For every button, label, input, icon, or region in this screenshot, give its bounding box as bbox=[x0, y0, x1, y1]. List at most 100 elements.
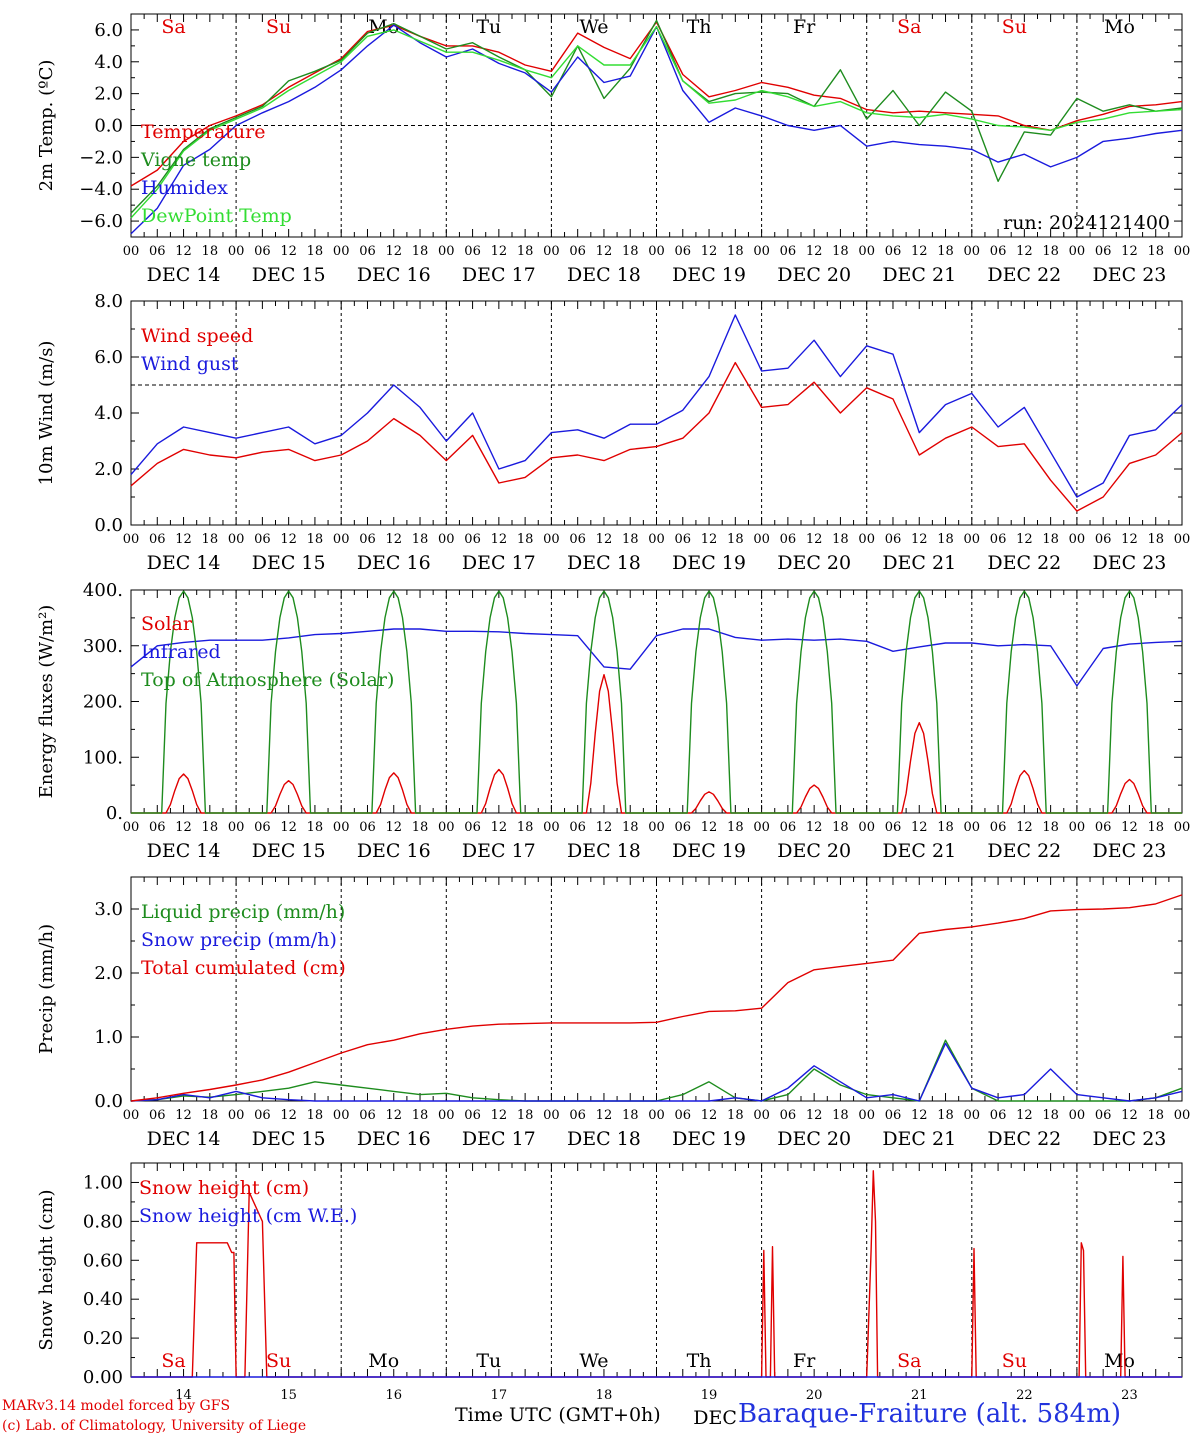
date-label: DEC 16 bbox=[357, 264, 431, 286]
hour-tick-label: 00 bbox=[333, 532, 350, 547]
hour-tick-label: 06 bbox=[990, 820, 1007, 835]
hour-tick-label: 06 bbox=[569, 1108, 586, 1123]
date-label: DEC 18 bbox=[567, 552, 641, 574]
hour-tick-label: 18 bbox=[1147, 1108, 1164, 1123]
day-number-label: 20 bbox=[806, 1388, 823, 1403]
hour-tick-label: 18 bbox=[1147, 532, 1164, 547]
date-label: DEC 15 bbox=[252, 840, 326, 862]
y-tick-label: 0.0 bbox=[94, 515, 123, 536]
hour-tick-label: 00 bbox=[858, 1108, 875, 1123]
hour-tick-label: 00 bbox=[228, 820, 245, 835]
date-label: DEC 21 bbox=[882, 264, 956, 286]
temp-panel: −6.0 −4.0 −2.0 0.0 2.0 4.0 6.0 2m Temp. (ºC) 00 0… bbox=[36, 13, 1190, 286]
hour-tick-label: 00 bbox=[964, 244, 981, 259]
hour-tick-label: 06 bbox=[359, 244, 376, 259]
date-label: DEC 22 bbox=[987, 552, 1061, 574]
hour-tick-label: 12 bbox=[491, 820, 508, 835]
hour-tick-label: 12 bbox=[596, 244, 613, 259]
hour-tick-label: 00 bbox=[648, 820, 665, 835]
hour-tick-label: 18 bbox=[832, 244, 849, 259]
legend-entry: Total cumulated (cm) bbox=[141, 957, 346, 979]
legend-entry: Liquid precip (mm/h) bbox=[141, 901, 345, 923]
hour-tick-label: 12 bbox=[175, 532, 192, 547]
hour-tick-label: 06 bbox=[990, 244, 1007, 259]
hour-tick-label: 06 bbox=[780, 1108, 797, 1123]
hour-tick-label: 06 bbox=[885, 532, 902, 547]
day-number-label: 22 bbox=[1016, 1388, 1033, 1403]
weekday-label: Sa bbox=[897, 1350, 921, 1372]
hour-tick-label: 18 bbox=[1042, 820, 1059, 835]
hour-tick-label: 12 bbox=[385, 244, 402, 259]
y-tick-label: −6.0 bbox=[79, 211, 123, 232]
y-tick-label: 0.40 bbox=[83, 1289, 123, 1310]
date-label: DEC 17 bbox=[462, 840, 536, 862]
legend-entry: Snow height (cm) bbox=[139, 1177, 309, 1199]
hour-tick-label: 18 bbox=[202, 244, 219, 259]
hour-tick-label: 06 bbox=[359, 532, 376, 547]
weekday-label: Sa bbox=[161, 1350, 185, 1372]
hour-tick-label: 00 bbox=[858, 244, 875, 259]
y-tick-label: 0.00 bbox=[83, 1367, 123, 1388]
legend-entry: Temperature bbox=[141, 121, 265, 143]
day-number-label: 14 bbox=[175, 1388, 192, 1403]
hour-tick-label: 18 bbox=[517, 532, 534, 547]
series-line-total-cumulated-cm bbox=[130, 894, 1183, 1102]
flux-y-label: Energy fluxes (W/m²) bbox=[36, 605, 57, 799]
hour-tick-label: 00 bbox=[228, 532, 245, 547]
y-tick-label: 4.0 bbox=[94, 403, 123, 424]
hour-tick-label: 12 bbox=[280, 820, 297, 835]
hour-tick-label: 18 bbox=[307, 532, 324, 547]
date-label: DEC 19 bbox=[672, 552, 746, 574]
date-label: DEC 23 bbox=[1093, 840, 1167, 862]
hour-tick-label: 06 bbox=[780, 532, 797, 547]
flux-panel: 0. 100. 200. 300. 400. Energy fluxes (W/m²) 00… bbox=[36, 580, 1190, 862]
hour-tick-label: 12 bbox=[1016, 244, 1033, 259]
hour-tick-label: 18 bbox=[937, 532, 954, 547]
date-label: DEC 17 bbox=[462, 1128, 536, 1150]
hour-tick-label: 00 bbox=[333, 1108, 350, 1123]
flux-frame bbox=[130, 589, 1183, 814]
y-tick-label: 8.0 bbox=[94, 291, 123, 312]
y-tick-label: 1.00 bbox=[83, 1172, 123, 1193]
hour-tick-label: 12 bbox=[175, 820, 192, 835]
hour-tick-label: 12 bbox=[911, 1108, 928, 1123]
weekday-label: We bbox=[579, 16, 608, 38]
date-label: DEC 18 bbox=[567, 264, 641, 286]
weekday-label: Mo bbox=[1104, 1350, 1135, 1372]
series-line-wind-gust bbox=[130, 314, 1183, 498]
hour-tick-label: 18 bbox=[412, 244, 429, 259]
hour-tick-label: 00 bbox=[648, 244, 665, 259]
hour-tick-label: 12 bbox=[701, 1108, 718, 1123]
date-label: DEC 15 bbox=[252, 552, 326, 574]
hour-tick-label: 12 bbox=[806, 244, 823, 259]
hour-tick-label: 06 bbox=[1095, 1108, 1112, 1123]
hour-tick-label: 06 bbox=[359, 820, 376, 835]
hour-tick-label: 00 bbox=[543, 532, 560, 547]
hour-tick-label: 06 bbox=[254, 820, 271, 835]
day-number-label: 16 bbox=[385, 1388, 402, 1403]
hour-tick-label: 12 bbox=[175, 1108, 192, 1123]
hour-tick-label: 12 bbox=[1121, 532, 1138, 547]
hour-tick-label: 18 bbox=[1147, 820, 1164, 835]
date-label: DEC 23 bbox=[1093, 1128, 1167, 1150]
date-label: DEC 20 bbox=[777, 264, 851, 286]
weekday-label: Sa bbox=[897, 16, 921, 38]
hour-tick-label: 00 bbox=[123, 244, 140, 259]
y-tick-label: 0. bbox=[106, 803, 123, 824]
series-line-wind-speed bbox=[130, 361, 1183, 512]
hour-tick-label: 12 bbox=[491, 532, 508, 547]
hour-tick-label: 12 bbox=[596, 1108, 613, 1123]
hour-tick-label: 06 bbox=[675, 820, 692, 835]
credit-model: MARv3.14 model forced by GFS bbox=[2, 1398, 231, 1414]
date-label: DEC 20 bbox=[777, 1128, 851, 1150]
hour-tick-label: 06 bbox=[254, 1108, 271, 1123]
hour-tick-label: 06 bbox=[149, 1108, 166, 1123]
day-number-label: 15 bbox=[280, 1388, 297, 1403]
credit-lab: (c) Lab. of Climatology, University of L… bbox=[2, 1418, 307, 1434]
hour-tick-label: 12 bbox=[280, 532, 297, 547]
y-tick-label: 0.0 bbox=[94, 116, 123, 137]
weekday-label: Mo bbox=[368, 1350, 399, 1372]
hour-tick-label: 00 bbox=[1069, 532, 1086, 547]
temp-y-label: 2m Temp. (ºC) bbox=[36, 60, 57, 192]
